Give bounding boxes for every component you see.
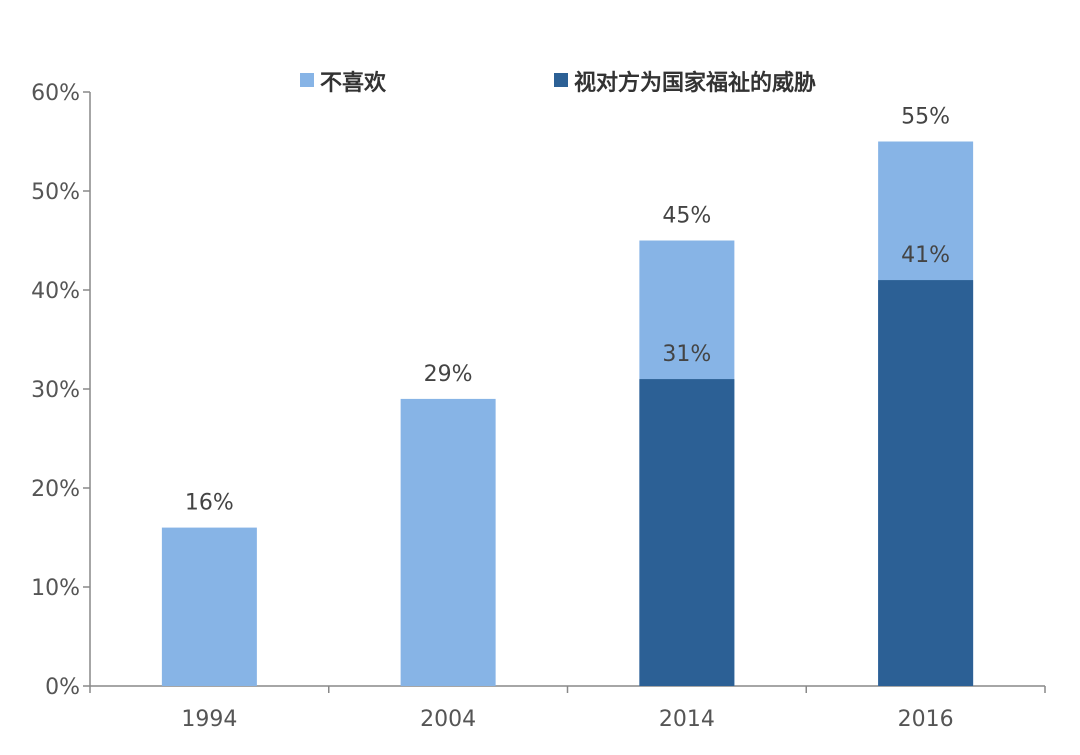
legend-swatch-1: [554, 73, 568, 87]
legend: 不喜欢 视对方为国家福祉的威胁: [300, 70, 816, 96]
x-tick-label: 2016: [898, 707, 954, 732]
bar-series-1-2014: [639, 379, 735, 686]
data-label-series-0-1994: 16%: [185, 491, 234, 516]
x-tick-label: 2014: [659, 707, 715, 732]
y-tick-label: 30%: [31, 378, 80, 403]
x-tick-label: 1994: [181, 707, 237, 732]
data-label-series-0-2016: 55%: [901, 105, 950, 130]
bars: [161, 141, 974, 686]
y-tick-label: 50%: [31, 180, 80, 205]
y-tick-label: 20%: [31, 477, 80, 502]
bar-series-0-1994: [161, 527, 257, 686]
data-label-series-0-2004: 29%: [424, 362, 473, 387]
y-tick-label: 0%: [45, 675, 80, 700]
x-tick-label: 2004: [420, 707, 476, 732]
y-tick-label: 60%: [31, 81, 80, 106]
legend-swatch-0: [300, 73, 314, 87]
data-label-series-1-2014: 31%: [662, 342, 711, 367]
legend-label-0: 不喜欢: [320, 70, 387, 96]
legend-label-1: 视对方为国家福祉的威胁: [574, 70, 816, 96]
y-tick-label: 10%: [31, 576, 80, 601]
y-tick-label: 40%: [31, 279, 80, 304]
data-label-series-0-2014: 45%: [662, 204, 711, 229]
data-label-series-1-2016: 41%: [901, 243, 950, 268]
bar-series-1-2016: [878, 280, 974, 686]
bar-series-0-2004: [400, 398, 496, 686]
x-axis: 1994 2004 2014 2016: [89, 685, 1046, 732]
y-axis: 0% 10% 20% 30% 40% 50% 60%: [31, 81, 91, 700]
data-labels: 16% 29% 45% 55% 31% 41%: [185, 105, 950, 516]
